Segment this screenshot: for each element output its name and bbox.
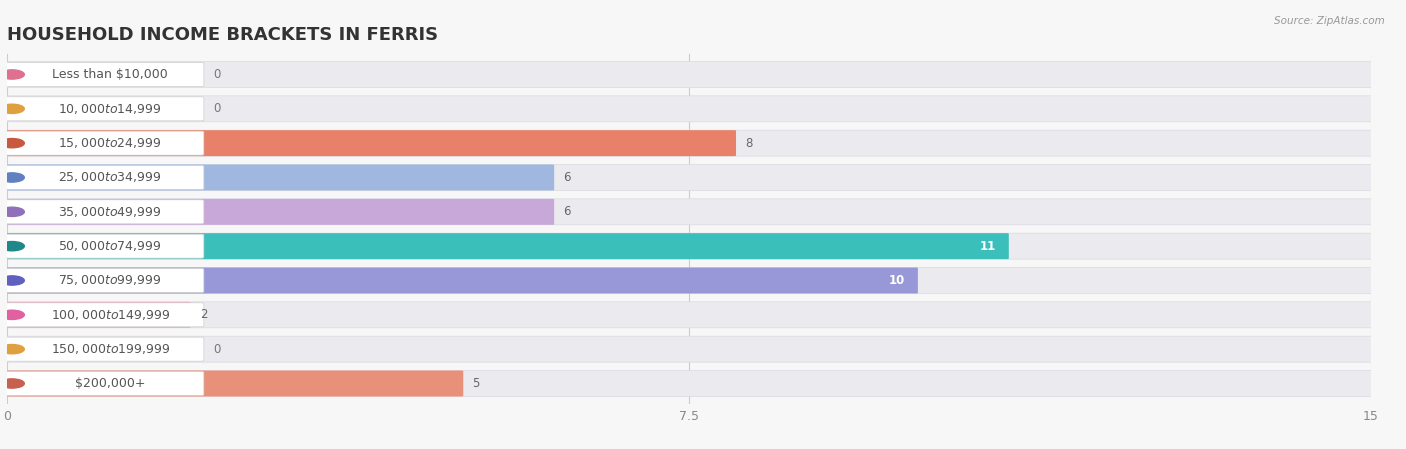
Text: $25,000 to $34,999: $25,000 to $34,999 bbox=[59, 171, 162, 185]
FancyBboxPatch shape bbox=[6, 97, 204, 121]
FancyBboxPatch shape bbox=[6, 269, 204, 292]
FancyBboxPatch shape bbox=[6, 130, 1372, 156]
Circle shape bbox=[0, 242, 24, 251]
Circle shape bbox=[0, 70, 24, 79]
Text: HOUSEHOLD INCOME BRACKETS IN FERRIS: HOUSEHOLD INCOME BRACKETS IN FERRIS bbox=[7, 26, 439, 44]
Text: 11: 11 bbox=[980, 240, 997, 253]
FancyBboxPatch shape bbox=[6, 268, 1372, 294]
FancyBboxPatch shape bbox=[6, 96, 1372, 122]
FancyBboxPatch shape bbox=[6, 199, 1372, 225]
FancyBboxPatch shape bbox=[6, 370, 463, 396]
Text: $35,000 to $49,999: $35,000 to $49,999 bbox=[59, 205, 162, 219]
Text: 8: 8 bbox=[745, 136, 752, 150]
FancyBboxPatch shape bbox=[6, 62, 204, 87]
Circle shape bbox=[0, 173, 24, 182]
Text: $200,000+: $200,000+ bbox=[75, 377, 145, 390]
FancyBboxPatch shape bbox=[6, 336, 1372, 362]
Circle shape bbox=[0, 276, 24, 285]
FancyBboxPatch shape bbox=[6, 302, 190, 328]
Circle shape bbox=[0, 310, 24, 320]
Text: 0: 0 bbox=[214, 68, 221, 81]
FancyBboxPatch shape bbox=[6, 62, 1372, 88]
FancyBboxPatch shape bbox=[6, 233, 1008, 259]
Text: $100,000 to $149,999: $100,000 to $149,999 bbox=[51, 308, 170, 322]
Text: $150,000 to $199,999: $150,000 to $199,999 bbox=[51, 342, 170, 356]
Text: 5: 5 bbox=[472, 377, 479, 390]
Circle shape bbox=[0, 207, 24, 216]
Circle shape bbox=[0, 138, 24, 148]
FancyBboxPatch shape bbox=[6, 234, 204, 258]
FancyBboxPatch shape bbox=[6, 130, 735, 156]
FancyBboxPatch shape bbox=[6, 337, 204, 361]
Text: $50,000 to $74,999: $50,000 to $74,999 bbox=[59, 239, 162, 253]
Text: 2: 2 bbox=[200, 308, 207, 321]
Text: Less than $10,000: Less than $10,000 bbox=[52, 68, 169, 81]
Text: 6: 6 bbox=[564, 205, 571, 218]
FancyBboxPatch shape bbox=[6, 164, 554, 190]
FancyBboxPatch shape bbox=[6, 302, 1372, 328]
Text: $15,000 to $24,999: $15,000 to $24,999 bbox=[59, 136, 162, 150]
FancyBboxPatch shape bbox=[6, 164, 1372, 190]
Text: Source: ZipAtlas.com: Source: ZipAtlas.com bbox=[1274, 16, 1385, 26]
FancyBboxPatch shape bbox=[6, 233, 1372, 259]
FancyBboxPatch shape bbox=[6, 370, 1372, 396]
Text: 0: 0 bbox=[214, 343, 221, 356]
FancyBboxPatch shape bbox=[6, 131, 204, 155]
FancyBboxPatch shape bbox=[6, 371, 204, 396]
Text: $10,000 to $14,999: $10,000 to $14,999 bbox=[59, 102, 162, 116]
FancyBboxPatch shape bbox=[6, 268, 918, 294]
FancyBboxPatch shape bbox=[6, 200, 204, 224]
FancyBboxPatch shape bbox=[6, 166, 204, 189]
FancyBboxPatch shape bbox=[6, 199, 554, 225]
Circle shape bbox=[0, 104, 24, 114]
Text: 6: 6 bbox=[564, 171, 571, 184]
Text: $75,000 to $99,999: $75,000 to $99,999 bbox=[59, 273, 162, 287]
Text: 0: 0 bbox=[214, 102, 221, 115]
Text: 10: 10 bbox=[889, 274, 905, 287]
FancyBboxPatch shape bbox=[6, 303, 204, 327]
Circle shape bbox=[0, 344, 24, 354]
Circle shape bbox=[0, 379, 24, 388]
